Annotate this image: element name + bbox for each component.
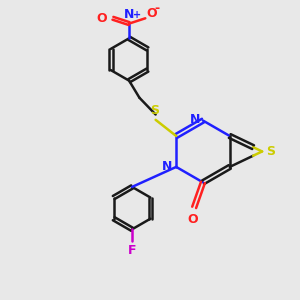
Text: O: O <box>96 12 107 25</box>
Text: -: - <box>155 2 160 15</box>
Text: N: N <box>124 8 134 21</box>
Text: S: S <box>150 104 159 117</box>
Text: F: F <box>128 244 136 257</box>
Text: +: + <box>133 10 141 20</box>
Text: N: N <box>161 160 172 173</box>
Text: N: N <box>190 112 200 126</box>
Text: O: O <box>147 8 158 20</box>
Text: S: S <box>266 145 275 158</box>
Text: O: O <box>188 213 198 226</box>
